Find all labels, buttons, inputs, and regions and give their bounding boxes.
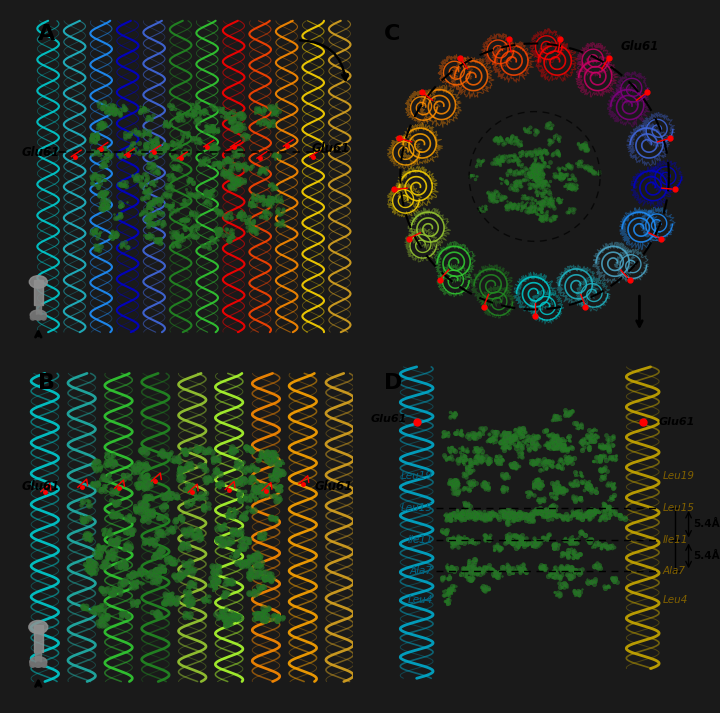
- Text: Ile11: Ile11: [662, 535, 688, 545]
- Text: Leu15: Leu15: [662, 503, 694, 513]
- Ellipse shape: [30, 276, 48, 288]
- Text: Ala7: Ala7: [662, 566, 685, 576]
- Text: Glu61: Glu61: [22, 481, 60, 493]
- Text: Leu19: Leu19: [662, 471, 694, 481]
- Text: Ile11: Ile11: [408, 535, 433, 545]
- Ellipse shape: [36, 662, 41, 667]
- Text: Glu61: Glu61: [315, 481, 353, 493]
- Text: 5.4Å: 5.4Å: [693, 519, 720, 529]
- Text: C: C: [384, 24, 400, 44]
- Text: Glu61: Glu61: [659, 417, 696, 427]
- Text: Ala7: Ala7: [410, 566, 433, 576]
- Text: 5.4Å: 5.4Å: [693, 551, 720, 561]
- Text: D: D: [384, 374, 402, 394]
- Text: Leu4: Leu4: [408, 595, 433, 605]
- Text: Leu19: Leu19: [401, 471, 433, 481]
- Text: A: A: [38, 24, 55, 44]
- Ellipse shape: [29, 620, 48, 634]
- Ellipse shape: [36, 315, 41, 320]
- Bar: [34, 625, 43, 652]
- Text: Glu61: Glu61: [621, 40, 659, 53]
- Ellipse shape: [30, 662, 35, 667]
- Ellipse shape: [30, 310, 46, 320]
- Bar: [35, 304, 41, 314]
- Text: Leu4: Leu4: [662, 595, 688, 605]
- Ellipse shape: [30, 315, 35, 320]
- Bar: [35, 650, 41, 661]
- Text: Glu61: Glu61: [371, 414, 408, 424]
- Ellipse shape: [41, 662, 47, 667]
- Ellipse shape: [41, 315, 46, 320]
- Text: B: B: [38, 374, 55, 394]
- Ellipse shape: [30, 657, 47, 667]
- Bar: [34, 280, 42, 305]
- Text: Glu61: Glu61: [311, 143, 349, 155]
- Text: Glu61: Glu61: [22, 145, 60, 158]
- Text: Leu15: Leu15: [401, 503, 433, 513]
